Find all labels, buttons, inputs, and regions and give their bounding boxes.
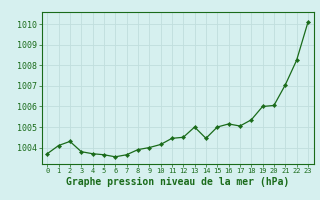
X-axis label: Graphe pression niveau de la mer (hPa): Graphe pression niveau de la mer (hPa) bbox=[66, 177, 289, 187]
